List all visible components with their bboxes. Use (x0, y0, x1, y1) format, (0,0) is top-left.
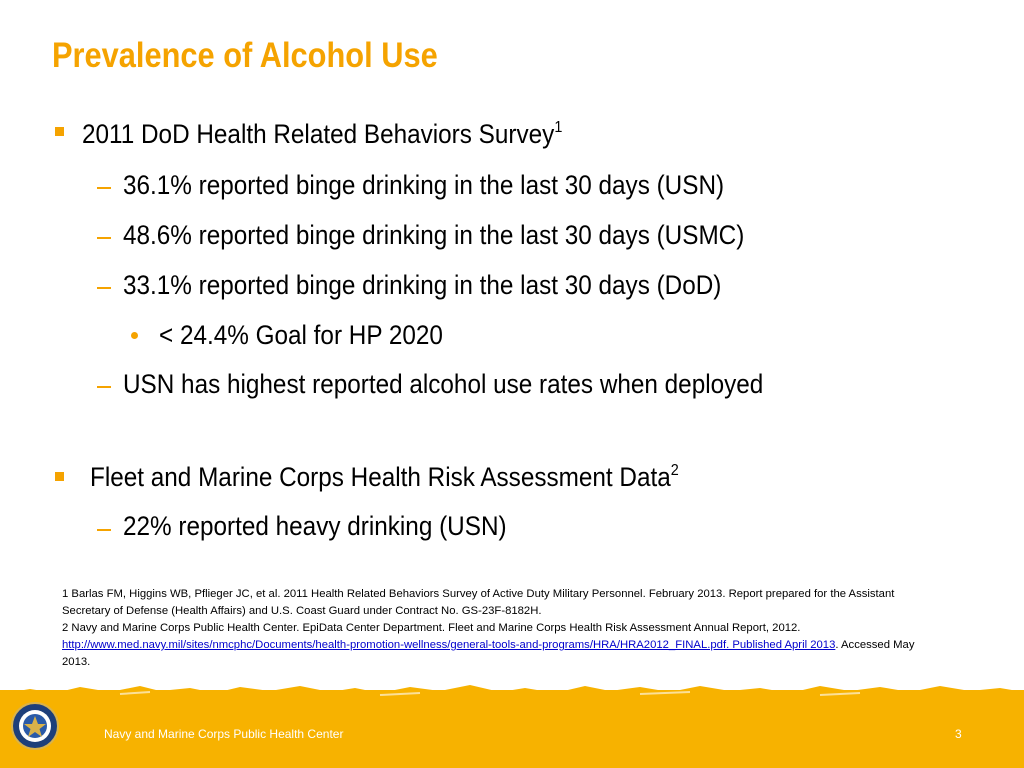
page-number: 3 (955, 727, 962, 741)
square-bullet-icon (55, 127, 64, 136)
bullet-hp2020-goal: < 24.4% Goal for HP 2020 (159, 320, 443, 350)
square-bullet-icon (55, 472, 64, 481)
footnote-2-link[interactable]: http://www.med.navy.mil/sites/nmcphc/Doc… (62, 639, 836, 651)
footnote-2-line1: 2 Navy and Marine Corps Public Health Ce… (62, 622, 801, 634)
footer-organization: Navy and Marine Corps Public Health Cent… (104, 727, 344, 741)
bullet-usn-deployed: USN has highest reported alcohol use rat… (123, 369, 764, 399)
bullet-hra-heading: Fleet and Marine Corps Health Risk Asses… (90, 462, 679, 492)
dash-bullet-icon (97, 187, 111, 189)
dash-bullet-icon (97, 287, 111, 289)
bullet-heavy-drinking: 22% reported heavy drinking (USN) (123, 511, 507, 541)
seal-icon (11, 702, 59, 750)
slide-title: Prevalence of Alcohol Use (52, 36, 438, 75)
bullet-survey-heading: 2011 DoD Health Related Behaviors Survey… (82, 119, 563, 149)
dot-bullet-icon (131, 332, 138, 339)
dash-bullet-icon (97, 386, 111, 388)
footer-band (0, 685, 1024, 768)
footnote-1-line1: 1 Barlas FM, Higgins WB, Pflieger JC, et… (62, 588, 895, 600)
dash-bullet-icon (97, 237, 111, 239)
bullet-usn-binge: 36.1% reported binge drinking in the las… (123, 170, 725, 200)
footnotes: 1 Barlas FM, Higgins WB, Pflieger JC, et… (62, 586, 952, 671)
bullet-dod-binge: 33.1% reported binge drinking in the las… (123, 270, 722, 300)
brush-edge-decoration (0, 685, 1024, 704)
footnote-1-line2: Secretary of Defense (Health Affairs) an… (62, 605, 542, 617)
footnote-2-line2: http://www.med.navy.mil/sites/nmcphc/Doc… (62, 639, 915, 651)
bullet-usmc-binge: 48.6% reported binge drinking in the las… (123, 220, 745, 250)
footnote-2-line3: 2013. (62, 656, 91, 668)
dash-bullet-icon (97, 529, 111, 531)
